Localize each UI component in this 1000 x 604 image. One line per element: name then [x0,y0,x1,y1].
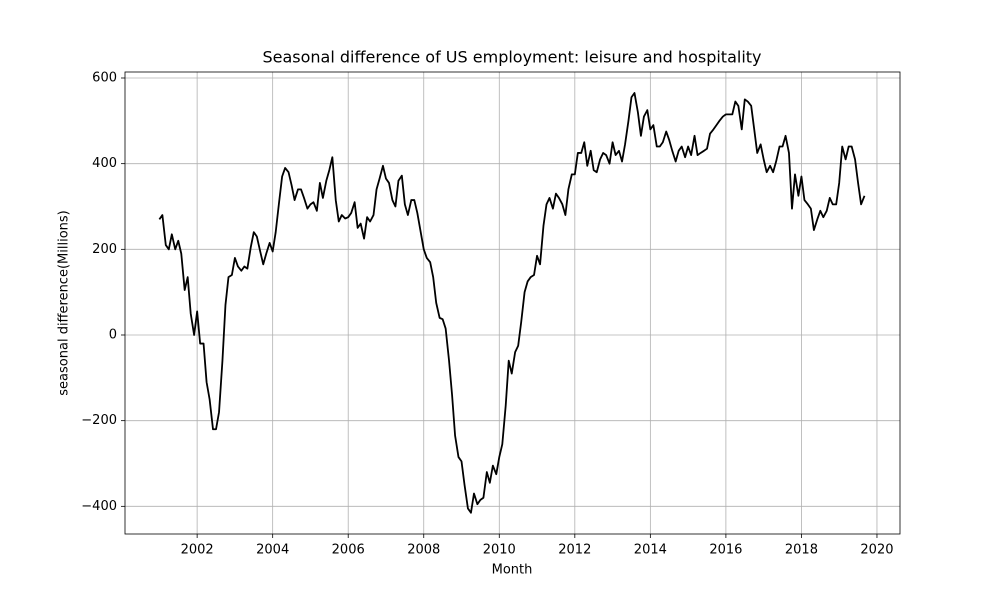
x-tick-label: 2010 [483,543,516,558]
y-tick-label: 0 [109,327,117,342]
y-tick-label: 600 [92,70,117,85]
data-line [158,92,866,514]
y-tick-label: 400 [92,156,117,171]
plot [158,92,866,514]
x-tick-label: 2020 [860,543,893,558]
x-tick-label: 2018 [785,543,818,558]
plot-frame [124,71,901,535]
chart-title: Seasonal difference of US employment: le… [262,48,761,67]
x-tick-label: 2002 [181,543,214,558]
y-tick-label: 200 [92,242,117,257]
x-tick-label: 2004 [256,543,289,558]
y-axis-label: seasonal difference(Millions) [57,210,72,395]
y-tick-label: −200 [81,413,117,428]
y-tick-label: −400 [81,499,117,514]
x-tick-label: 2012 [558,543,591,558]
x-tick-label: 2006 [332,543,365,558]
x-tick-label: 2016 [709,543,742,558]
x-axis-label: Month [492,563,533,578]
grid [125,72,900,534]
x-tick-label: 2008 [407,543,440,558]
x-tick-label: 2014 [634,543,667,558]
